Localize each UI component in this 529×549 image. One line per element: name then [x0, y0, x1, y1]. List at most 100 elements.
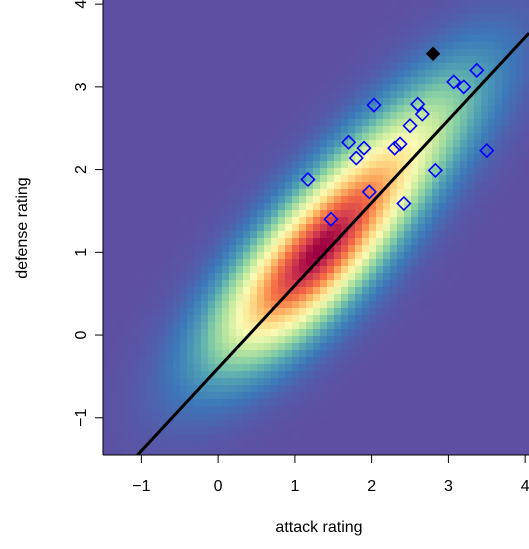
heatmap-cell: [327, 203, 335, 211]
heatmap-cell: [369, 399, 377, 407]
heatmap-cell: [439, 441, 447, 449]
heatmap-cell: [362, 35, 370, 43]
heatmap-cell: [327, 378, 335, 386]
heatmap-cell: [236, 322, 244, 330]
heatmap-cell: [180, 105, 188, 113]
heatmap-cell: [299, 63, 307, 71]
heatmap-cell: [355, 21, 363, 29]
heatmap-cell: [509, 210, 517, 218]
heatmap-cell: [152, 322, 160, 330]
heatmap-cell: [502, 413, 510, 421]
heatmap-cell: [355, 210, 363, 218]
heatmap-cell: [327, 119, 335, 127]
heatmap-cell: [201, 196, 209, 204]
heatmap-cell: [236, 0, 244, 8]
heatmap-cell: [341, 287, 349, 295]
heatmap-cell: [243, 399, 251, 407]
heatmap-cell: [334, 168, 342, 176]
heatmap-cell: [201, 245, 209, 253]
heatmap-cell: [299, 434, 307, 442]
heatmap-cell: [432, 98, 440, 106]
heatmap-cell: [313, 322, 321, 330]
heatmap-cell: [481, 280, 489, 288]
heatmap-cell: [362, 329, 370, 337]
heatmap-cell: [138, 91, 146, 99]
heatmap-cell: [278, 231, 286, 239]
heatmap-cell: [250, 77, 258, 85]
heatmap-cell: [516, 364, 524, 372]
heatmap-cell: [124, 364, 132, 372]
heatmap-cell: [439, 315, 447, 323]
heatmap-cell: [271, 329, 279, 337]
heatmap-cell: [131, 84, 139, 92]
heatmap-cell: [355, 196, 363, 204]
heatmap-cell: [117, 329, 125, 337]
heatmap-cell: [320, 28, 328, 36]
heatmap-cell: [446, 315, 454, 323]
heatmap-cell: [201, 336, 209, 344]
heatmap-cell: [439, 231, 447, 239]
heatmap-cell: [131, 98, 139, 106]
heatmap-cell: [446, 280, 454, 288]
heatmap-cell: [243, 280, 251, 288]
heatmap-cell: [397, 28, 405, 36]
heatmap-cell: [208, 161, 216, 169]
heatmap-cell: [376, 448, 384, 455]
heatmap-cell: [215, 196, 223, 204]
heatmap-cell: [502, 91, 510, 99]
heatmap-cell: [390, 0, 398, 8]
heatmap-cell: [362, 14, 370, 22]
heatmap-cell: [355, 231, 363, 239]
heatmap-cell: [411, 84, 419, 92]
heatmap-cell: [313, 343, 321, 351]
heatmap-cell: [383, 189, 391, 197]
heatmap-cell: [152, 434, 160, 442]
heatmap-cell: [145, 203, 153, 211]
heatmap-cell: [481, 350, 489, 358]
heatmap-cell: [110, 392, 118, 400]
heatmap-cell: [173, 189, 181, 197]
heatmap-cell: [460, 133, 468, 141]
heatmap-cell: [495, 49, 503, 57]
heatmap-cell: [145, 147, 153, 155]
heatmap-cell: [320, 259, 328, 267]
heatmap-cell: [222, 42, 230, 50]
heatmap-cell: [334, 189, 342, 197]
heatmap-cell: [425, 378, 433, 386]
heatmap-cell: [194, 336, 202, 344]
heatmap-cell: [187, 112, 195, 120]
heatmap-cell: [467, 112, 475, 120]
heatmap-cell: [516, 49, 524, 57]
heatmap-cell: [383, 315, 391, 323]
heatmap-cell: [257, 399, 265, 407]
heatmap-cell: [103, 392, 111, 400]
heatmap-cell: [159, 140, 167, 148]
heatmap-cell: [488, 294, 496, 302]
heatmap-cell: [390, 434, 398, 442]
heatmap-cell: [257, 406, 265, 414]
heatmap-cell: [236, 119, 244, 127]
heatmap-cell: [236, 168, 244, 176]
heatmap-cell: [383, 63, 391, 71]
heatmap-cell: [481, 406, 489, 414]
heatmap-cell: [488, 133, 496, 141]
heatmap-cell: [166, 322, 174, 330]
heatmap-cell: [418, 308, 426, 316]
heatmap-cell: [103, 245, 111, 253]
heatmap-cell: [320, 287, 328, 295]
heatmap-cell: [523, 112, 529, 120]
heatmap-cell: [138, 49, 146, 57]
heatmap-cell: [341, 301, 349, 309]
heatmap-cell: [117, 182, 125, 190]
heatmap-cell: [446, 427, 454, 435]
heatmap-cell: [467, 63, 475, 71]
heatmap-cell: [285, 343, 293, 351]
heatmap-cell: [222, 63, 230, 71]
heatmap-cell: [320, 210, 328, 218]
heatmap-cell: [320, 161, 328, 169]
heatmap-cell: [355, 203, 363, 211]
heatmap-cell: [173, 448, 181, 455]
heatmap-cell: [390, 133, 398, 141]
heatmap-cell: [383, 350, 391, 358]
heatmap-cell: [215, 35, 223, 43]
